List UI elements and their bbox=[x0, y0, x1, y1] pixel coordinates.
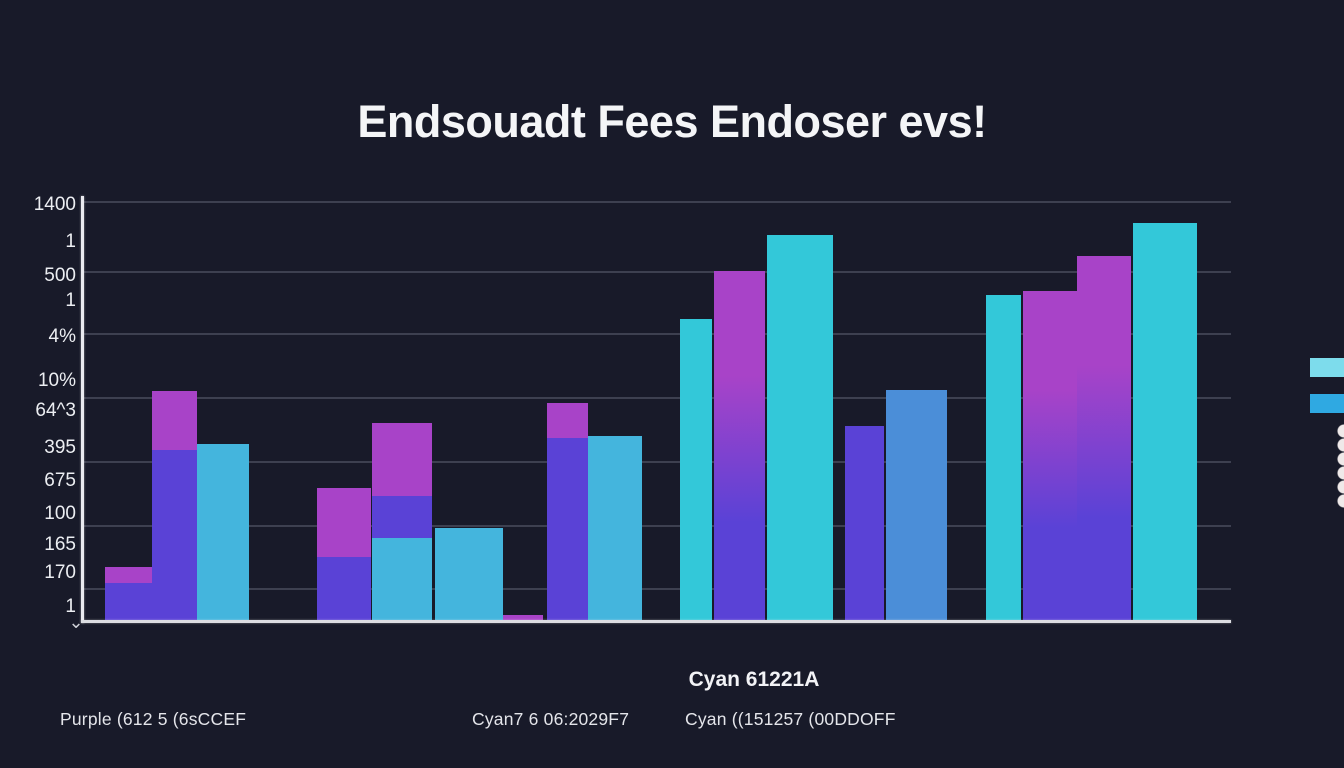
gridline bbox=[84, 525, 1231, 527]
bar-segment-violet bbox=[152, 450, 197, 620]
footer-label-cyan-2: Cyan ((151257 (00DDOFF bbox=[685, 709, 896, 729]
bar-group-1 bbox=[105, 567, 152, 620]
bar-segment-violet bbox=[845, 426, 884, 620]
bar-group-6 bbox=[1133, 223, 1197, 620]
bar-group-3 bbox=[547, 403, 588, 620]
bar-segment-cyan_blue bbox=[588, 436, 642, 620]
bar-group-4 bbox=[767, 235, 833, 620]
y-axis-tick-label: 165 bbox=[44, 534, 76, 555]
bar-segment-magenta bbox=[152, 391, 197, 450]
bar-segment-magenta bbox=[105, 567, 152, 583]
bar-group-4 bbox=[714, 271, 765, 620]
bar-group-6 bbox=[1023, 291, 1077, 620]
bar-segment-violet bbox=[372, 496, 432, 538]
gridline bbox=[84, 201, 1231, 203]
bar-segment-gradient bbox=[1077, 256, 1131, 620]
bar-segment-steel_blue bbox=[886, 390, 947, 620]
bar-segment-violet bbox=[317, 557, 371, 620]
bar-group-3 bbox=[503, 615, 543, 620]
bar-segment-magenta bbox=[547, 403, 588, 438]
bar-segment-violet bbox=[547, 438, 588, 620]
y-axis-tick-label: 100 bbox=[44, 503, 76, 524]
footer-label-cyan-1: Cyan7 6 06:2029F7 bbox=[472, 709, 630, 729]
y-axis-tick-label: 1400 bbox=[33, 194, 76, 215]
bar-group-3 bbox=[588, 436, 642, 620]
y-axis-tick-label: 10% bbox=[37, 370, 76, 391]
gridline bbox=[84, 397, 1231, 399]
y-axis-tick-label: 395 bbox=[44, 437, 76, 458]
gridline bbox=[84, 333, 1231, 335]
y-axis-tick-label: 1 bbox=[65, 290, 76, 311]
scallop-edge-decoration bbox=[1336, 424, 1344, 508]
gridline bbox=[84, 271, 1231, 273]
bar-segment-cyan_blue bbox=[435, 528, 503, 620]
y-axis-tick-label: 64^3 bbox=[35, 400, 76, 421]
bar-group-2 bbox=[372, 423, 432, 620]
bar-group-1 bbox=[152, 391, 197, 620]
bar-segment-gradient bbox=[1023, 291, 1077, 620]
footer-label-purple: Purple (612 5 (6sCCEF bbox=[60, 709, 247, 729]
bar-segment-cyan_blue bbox=[197, 444, 249, 620]
legend-swatch bbox=[1310, 394, 1344, 413]
y-axis-tick-label: 500 bbox=[44, 265, 76, 286]
bar-segment-magenta bbox=[503, 615, 543, 620]
legend-swatch bbox=[1310, 358, 1344, 377]
bar-segment-magenta bbox=[372, 423, 432, 496]
bar-group-2 bbox=[317, 488, 371, 620]
bar-segment-cyan_blue bbox=[372, 538, 432, 620]
gridline bbox=[84, 461, 1231, 463]
bar-segment-cyan_bright bbox=[986, 295, 1021, 620]
bar-segment-cyan_bright bbox=[1133, 223, 1197, 620]
bar-segment-magenta bbox=[317, 488, 371, 557]
bar-group-2 bbox=[435, 528, 503, 620]
y-axis-tick-label: 170 bbox=[44, 562, 76, 583]
bar-segment-cyan_bright bbox=[767, 235, 833, 620]
y-axis-tick-label: 675 bbox=[44, 470, 76, 491]
bar-group-1 bbox=[197, 444, 249, 620]
bar-group-6 bbox=[1077, 256, 1131, 620]
bar-group-6 bbox=[986, 295, 1021, 620]
x-axis-label: Cyan 61221A bbox=[688, 668, 820, 691]
y-axis-tick-label: 1 bbox=[65, 596, 76, 617]
bar-segment-cyan_bright bbox=[680, 319, 712, 620]
y-axis-tick-label: 4% bbox=[48, 326, 76, 347]
bar-group-4 bbox=[680, 319, 712, 620]
bar-segment-gradient bbox=[714, 271, 765, 620]
bar-segment-violet bbox=[105, 583, 152, 620]
bar-group-5 bbox=[845, 426, 884, 620]
chart-title: Endsouadt Fees Endoser evs! bbox=[357, 96, 987, 147]
bar-group-5 bbox=[886, 390, 947, 620]
y-axis-line bbox=[81, 196, 84, 623]
y-axis-tick-label: 1 bbox=[65, 231, 76, 252]
chevron-down-icon: ⌄ bbox=[68, 612, 84, 632]
gridline bbox=[84, 588, 1231, 590]
x-axis-line bbox=[81, 620, 1231, 623]
